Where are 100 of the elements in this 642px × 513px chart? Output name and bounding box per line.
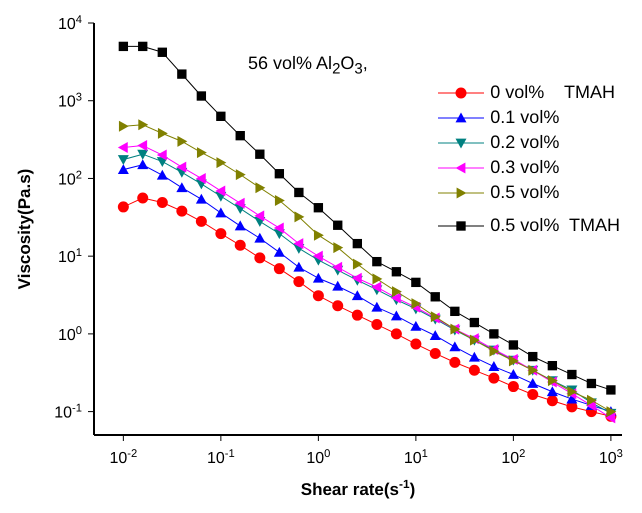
point (196, 91, 206, 101)
point (371, 302, 382, 312)
point (390, 328, 402, 340)
point (312, 250, 323, 262)
point (236, 169, 246, 180)
y-axis-title: Viscosity(Pa.s) (15, 168, 34, 290)
y-tick-label: 10$^{3}$ (58, 92, 82, 111)
point (372, 273, 382, 284)
point (196, 216, 207, 227)
point (371, 282, 382, 293)
point (196, 172, 206, 184)
point (293, 238, 304, 250)
point (352, 258, 363, 270)
point (196, 194, 207, 204)
point (333, 242, 344, 254)
point (527, 378, 538, 388)
point (332, 280, 344, 291)
point (254, 232, 266, 243)
point (450, 306, 460, 316)
point (118, 164, 129, 174)
point (567, 370, 577, 380)
point (255, 182, 266, 194)
point (449, 356, 460, 368)
point (488, 361, 500, 371)
y-tick-label: 10$^{2}$ (58, 169, 82, 188)
point (390, 292, 401, 304)
point (138, 42, 148, 52)
point (352, 238, 362, 248)
point (430, 348, 441, 359)
point (293, 262, 304, 272)
point (606, 385, 616, 395)
point (274, 263, 285, 274)
point (216, 112, 226, 121)
point (430, 330, 441, 340)
x-tick-label: 10$^{-1}$ (206, 448, 235, 467)
point (254, 252, 266, 264)
point (156, 197, 168, 208)
point (274, 222, 284, 234)
point (508, 369, 519, 379)
point (430, 292, 440, 302)
x-tick-label: 10$^{-2}$ (109, 448, 138, 467)
point (332, 262, 342, 273)
x-axis-title: Shear rate(s$^{-1}$) (300, 477, 416, 499)
point (489, 329, 499, 339)
y-tick-label: 10$^{1}$ (58, 247, 82, 266)
point (586, 394, 597, 406)
point (352, 272, 362, 284)
point (137, 192, 148, 204)
point (176, 182, 188, 192)
point (312, 272, 324, 283)
point (508, 340, 518, 350)
point (255, 150, 265, 159)
point (216, 157, 226, 168)
point (176, 206, 188, 217)
point (234, 220, 246, 230)
point (312, 290, 324, 302)
point (546, 386, 558, 396)
point (234, 240, 246, 251)
point (215, 185, 226, 196)
point (411, 278, 421, 288)
point (234, 198, 245, 209)
point (390, 310, 402, 320)
legend-label: 0.5 vol% (490, 182, 560, 203)
y-tick-label: 10$^{0}$ (58, 324, 82, 344)
point (468, 352, 480, 362)
x-tick-label: 10$^{3}$ (598, 448, 623, 467)
point (527, 388, 538, 400)
point (333, 220, 342, 230)
point (137, 150, 148, 160)
point (411, 298, 422, 310)
legend-label: 0.5 vol% TMAH (490, 215, 620, 236)
legend-label: 0.2 vol% (490, 132, 560, 153)
point (137, 140, 148, 152)
point (215, 207, 226, 218)
point (470, 318, 480, 328)
annotation: 56 vol% Al$_{2}$O$_{3}$, (248, 53, 368, 78)
point (294, 188, 304, 198)
point (254, 210, 264, 222)
point (294, 211, 304, 222)
point (293, 276, 304, 288)
point (118, 42, 128, 52)
x-tick-label: 10$^{0}$ (306, 448, 330, 467)
point (158, 128, 168, 139)
point (158, 48, 167, 57)
point (314, 203, 324, 212)
point (392, 267, 402, 276)
point (176, 162, 186, 173)
point (528, 352, 538, 362)
x-tick-label: 10$^{2}$ (501, 448, 526, 467)
y-tick-label: 10$^{-1}$ (54, 402, 82, 422)
point (586, 378, 596, 388)
point (118, 201, 129, 212)
point (352, 310, 363, 321)
point (546, 395, 558, 406)
point (548, 360, 558, 370)
point (138, 119, 148, 130)
legend-label: 0.3 vol% (490, 157, 560, 178)
point (392, 286, 402, 298)
point (177, 136, 188, 147)
point (468, 364, 480, 376)
